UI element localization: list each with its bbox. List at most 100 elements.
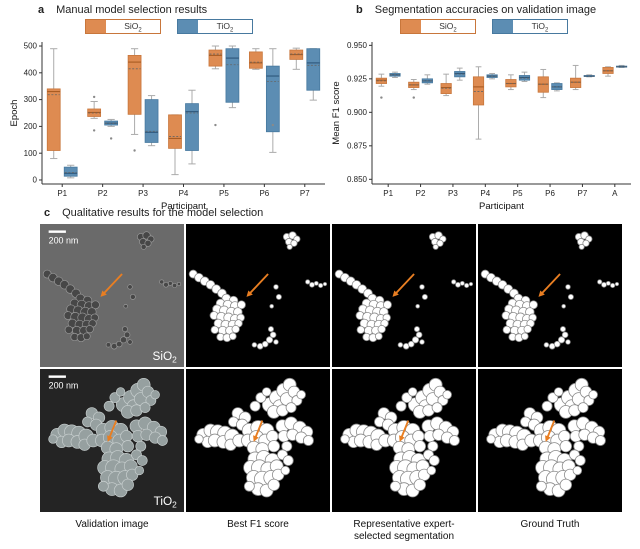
- tio2-color-swatch: [178, 20, 198, 33]
- svg-text:P4: P4: [179, 189, 189, 198]
- svg-text:0.950: 0.950: [347, 41, 368, 50]
- mask-image-tio2-col3: [478, 369, 622, 512]
- svg-text:0: 0: [33, 176, 38, 185]
- legend-label: TiO2: [531, 21, 549, 34]
- panel-a-legend: SiO2 TiO2: [8, 19, 330, 35]
- box-SiO2-P1: [46, 88, 61, 151]
- tio2-cell-svg: [332, 369, 476, 512]
- box-TiO2-P7: [306, 48, 321, 91]
- svg-text:P6: P6: [545, 189, 555, 198]
- sio2-color-swatch: [86, 20, 106, 33]
- scale-bar: [48, 375, 66, 378]
- legend-label: SiO2: [124, 21, 142, 34]
- box-SiO2-P3: [127, 54, 142, 115]
- box-SiO2-P4: [472, 76, 485, 106]
- legend-item-tio2: TiO2: [177, 19, 253, 34]
- svg-text:Mean F1 score: Mean F1 score: [331, 81, 342, 144]
- legend-label: SiO2: [439, 21, 457, 34]
- panel-c-letter: c: [44, 207, 51, 219]
- svg-text:P4: P4: [480, 189, 490, 198]
- box-SiO2-P4: [168, 114, 182, 149]
- sem-image-sio2-col0: 200 nm SiO2: [40, 224, 184, 367]
- tio2-color-swatch: [493, 20, 513, 33]
- panel-c-heading: c Qualitative results for the model sele…: [44, 207, 640, 219]
- svg-text:P2: P2: [416, 189, 426, 198]
- panel-b-title: Segmentation accuracies on validation im…: [374, 4, 597, 16]
- chart-b-svg: 0.850 0.875 0.900 0.925 0.950 P1 P2 P3 P4 P5 P6 P7 A…: [331, 41, 631, 212]
- panel-c-title: Qualitative results for the model select…: [62, 207, 264, 219]
- caption-col4: Ground Truth: [520, 519, 580, 530]
- sio2-cell-svg: [332, 224, 476, 367]
- sio2-cell-svg: [478, 224, 622, 367]
- tio2-cell-svg: [478, 369, 622, 512]
- mask-image-sio2-col3: [478, 224, 622, 367]
- svg-text:Epoch: Epoch: [9, 100, 20, 127]
- caption-col3: Representative expert-selected segmentat…: [353, 519, 455, 542]
- box-SiO2-P6: [248, 51, 263, 69]
- svg-text:100: 100: [24, 149, 38, 158]
- panel-a-heading: a Manual model selection results: [38, 4, 330, 16]
- caption-col2: Best F1 score: [227, 519, 289, 530]
- svg-text:P5: P5: [219, 189, 229, 198]
- panel-b-legend: SiO2 TiO2: [330, 19, 638, 35]
- panel-a-boxplot: 0 100 200 300 400 500 P1 P2 P3 P4 P5 P6 P7 Participan…: [8, 36, 330, 217]
- box-SiO2-P5: [208, 49, 223, 67]
- box-TiO2-P3: [144, 99, 159, 143]
- mask-image-sio2-col2: [332, 224, 476, 367]
- legend-item-tio2: TiO2: [492, 19, 568, 34]
- box-TiO2-P6: [265, 65, 280, 133]
- panel-a-letter: a: [38, 4, 45, 16]
- scale-bar-label: 200 nm: [49, 380, 79, 390]
- panel-b-heading: b Segmentation accuracies on validation …: [356, 4, 638, 16]
- panel-b-letter: b: [356, 4, 363, 16]
- material-label-tio2: TiO2: [154, 495, 178, 510]
- chart-a-svg: 0 100 200 300 400 500 P1 P2 P3 P4 P5 P6 P7 Participan…: [9, 42, 325, 212]
- svg-text:P7: P7: [578, 189, 588, 198]
- legend-label: TiO2: [216, 21, 234, 34]
- panel-a: a Manual model selection results SiO2 TiO…: [8, 4, 330, 217]
- svg-text:500: 500: [24, 42, 38, 51]
- svg-text:P5: P5: [513, 189, 523, 198]
- svg-text:0.875: 0.875: [347, 141, 368, 150]
- svg-text:A: A: [612, 189, 618, 198]
- sio2-color-swatch: [401, 20, 421, 33]
- scale-bar-label: 200 nm: [49, 235, 79, 245]
- svg-text:0.850: 0.850: [347, 175, 368, 184]
- svg-text:P3: P3: [448, 189, 458, 198]
- svg-text:400: 400: [24, 68, 38, 77]
- mask-image-tio2-col2: [332, 369, 476, 512]
- sem-image-tio2-col0: 200 nm TiO2: [40, 369, 184, 512]
- svg-text:Participant: Participant: [479, 201, 524, 212]
- svg-text:200: 200: [24, 122, 38, 131]
- svg-text:P1: P1: [57, 189, 67, 198]
- sio2-cell-svg: 200 nm SiO2: [40, 224, 184, 367]
- scale-bar: [48, 230, 66, 233]
- panel-a-title: Manual model selection results: [56, 4, 208, 16]
- legend-item-sio2: SiO2: [400, 19, 476, 34]
- svg-text:0.925: 0.925: [347, 74, 368, 83]
- panel-c: c Qualitative results for the model sele…: [0, 207, 640, 543]
- tio2-cell-svg: [186, 369, 330, 512]
- panel-c-captions: Validation image Best F1 score Representat…: [40, 519, 640, 543]
- svg-text:300: 300: [24, 95, 38, 104]
- svg-text:P6: P6: [259, 189, 269, 198]
- legend-item-sio2: SiO2: [85, 19, 161, 34]
- panel-b: b Segmentation accuracies on validation …: [330, 4, 638, 217]
- sio2-cell-svg: [186, 224, 330, 367]
- box-SiO2-P7: [570, 77, 582, 88]
- panel-c-image-grid: 200 nm SiO2 200 nm TiO2: [40, 224, 640, 512]
- mask-image-tio2-col1: [186, 369, 330, 512]
- box-TiO2-P1: [63, 166, 78, 177]
- box-TiO2-P4: [185, 103, 199, 151]
- caption-col1: Validation image: [75, 519, 149, 530]
- panel-b-boxplot: 0.850 0.875 0.900 0.925 0.950 P1 P2 P3 P4 P5 P6 P7 A…: [330, 36, 638, 217]
- material-label-sio2: SiO2: [152, 350, 177, 365]
- svg-text:P1: P1: [383, 189, 393, 198]
- box-TiO2-P5: [225, 48, 240, 103]
- svg-text:P3: P3: [138, 189, 148, 198]
- svg-text:P2: P2: [98, 189, 108, 198]
- tio2-cell-svg: 200 nm TiO2: [40, 369, 184, 512]
- svg-text:Participant: Participant: [161, 201, 206, 212]
- svg-text:0.900: 0.900: [347, 108, 368, 117]
